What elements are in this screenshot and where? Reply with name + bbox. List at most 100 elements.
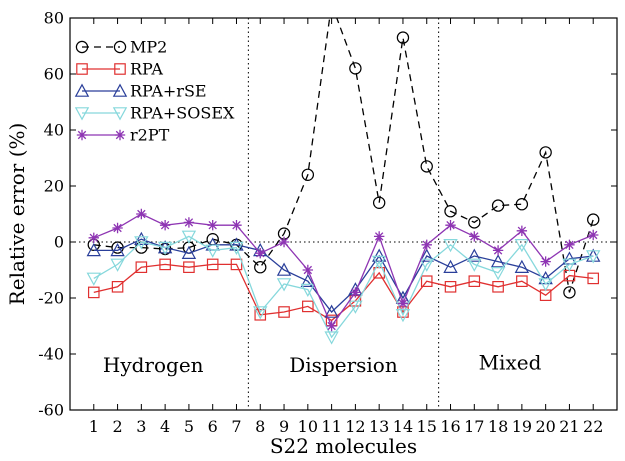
data-point-r2pt-14 — [397, 298, 409, 309]
data-point-rpa-rse-10 — [300, 273, 316, 287]
data-point-rpa-rse-19 — [514, 259, 530, 273]
y-tick-label: -60 — [38, 401, 64, 420]
data-point-rpa-sosex-13 — [371, 255, 387, 270]
data-point-rpa-19 — [516, 275, 528, 287]
data-point-mp2-11 — [326, 0, 337, 10]
legend-label: RPA — [130, 60, 163, 79]
data-point-mp2-15 — [420, 160, 433, 173]
data-point-mp2-17 — [468, 216, 481, 229]
legend-marker — [112, 107, 128, 121]
data-point-rpa-rse-5 — [181, 245, 197, 259]
data-point-r2pt-15 — [421, 239, 432, 250]
data-point-rpa-rse-22 — [586, 248, 601, 262]
data-point-rpa-18 — [492, 281, 504, 293]
data-point-rpa-sosex-10 — [300, 283, 316, 298]
region-label-hydrogen: Hydrogen — [103, 353, 204, 377]
data-point-mp2-20 — [539, 146, 552, 159]
y-tick-label: 60 — [44, 65, 64, 84]
data-point-rpa-9 — [278, 306, 290, 318]
data-point-rpa-sosex-12 — [348, 300, 363, 314]
y-tick-label: -40 — [38, 345, 64, 364]
data-point-r2pt-13 — [373, 231, 385, 242]
series-line-rpa-rse — [93, 238, 594, 313]
series-r2pt — [88, 208, 599, 332]
data-point-rpa-sosex-9 — [276, 278, 292, 292]
data-point-rpa-7 — [230, 258, 243, 271]
x-tick-label: 17 — [464, 417, 484, 436]
data-point-mp2-21 — [563, 286, 576, 299]
data-point-rpa-sosex-20 — [538, 278, 553, 292]
data-point-rpa-sosex-5 — [181, 230, 197, 244]
x-tick-label: 21 — [559, 417, 579, 436]
data-point-rpa-15 — [420, 275, 433, 287]
legend-marker — [113, 40, 127, 54]
y-tick-label: -20 — [38, 289, 64, 308]
legend-label: RPA+SOSEX — [130, 104, 235, 123]
data-point-rpa-3 — [135, 261, 148, 273]
data-point-rpa-sosex-7 — [229, 241, 244, 256]
data-point-mp2-8 — [254, 261, 267, 274]
data-point-r2pt-18 — [492, 245, 504, 256]
legend-label: r2PT — [130, 126, 170, 145]
data-point-r2pt-19 — [516, 225, 528, 236]
data-point-rpa-16 — [444, 281, 457, 293]
x-axis-title: S22 molecules — [270, 434, 417, 458]
data-point-r2pt-12 — [350, 287, 361, 298]
legend-item-r2pt: r2PT — [76, 126, 170, 145]
x-tick-label: 1 — [89, 417, 99, 436]
data-point-rpa-sosex-15 — [419, 258, 434, 272]
data-point-rpa-rse-18 — [490, 254, 506, 268]
data-point-rpa-rse-9 — [276, 262, 292, 276]
series-line-rpa — [93, 263, 594, 322]
data-point-rpa-2 — [111, 281, 124, 293]
legend-marker — [75, 40, 89, 54]
data-point-mp2-19 — [515, 197, 529, 211]
data-point-r2pt-8 — [255, 248, 266, 259]
series-layer — [86, 0, 601, 345]
x-tick-label: 6 — [208, 417, 218, 436]
series-rpa-sosex — [86, 230, 601, 345]
data-point-rpa-8 — [254, 309, 267, 321]
data-point-r2pt-4 — [159, 220, 171, 231]
legend-label: RPA+rSE — [130, 82, 207, 101]
data-point-mp2-22 — [587, 213, 600, 226]
data-point-rpa-sosex-18 — [490, 267, 506, 281]
data-point-rpa-sosex-6 — [205, 244, 220, 258]
data-point-rpa-rse-11 — [324, 304, 339, 318]
data-point-rpa-5 — [183, 261, 195, 273]
data-point-r2pt-7 — [231, 220, 242, 231]
legend-marker — [76, 129, 88, 141]
data-point-rpa-sosex-8 — [253, 306, 268, 320]
x-tick-label: 14 — [393, 417, 413, 436]
data-point-rpa-sosex-4 — [157, 241, 173, 256]
legend-item-rpa-rse: RPA+rSE — [74, 82, 207, 101]
data-point-rpa-rse-17 — [467, 248, 482, 262]
legend-item-rpa-sosex: RPA+SOSEX — [74, 104, 235, 123]
legend-marker — [76, 63, 88, 75]
data-point-rpa-rse-16 — [443, 259, 458, 273]
data-point-rpa-22 — [587, 272, 600, 285]
x-tick-label: 22 — [583, 417, 603, 436]
y-tick-label: 80 — [44, 9, 64, 28]
data-point-r2pt-20 — [540, 256, 551, 267]
data-point-rpa-sosex-19 — [514, 239, 530, 253]
x-tick-label: 16 — [440, 417, 460, 436]
x-tick-label: 19 — [512, 417, 532, 436]
data-point-mp2-16 — [444, 204, 457, 218]
x-tick-label: 11 — [321, 417, 341, 436]
x-tick-label: 3 — [136, 417, 146, 436]
data-point-rpa-4 — [159, 258, 171, 271]
x-tick-label: 5 — [184, 417, 194, 436]
data-point-r2pt-3 — [136, 208, 147, 220]
data-point-rpa-sosex-21 — [562, 258, 577, 272]
x-tick-label: 18 — [488, 417, 508, 436]
data-point-mp2-10 — [301, 168, 315, 181]
data-point-rpa-sosex-16 — [443, 239, 458, 253]
y-tick-label: 40 — [44, 121, 64, 140]
legend-marker — [112, 83, 128, 97]
data-point-rpa-rse-15 — [419, 248, 434, 262]
x-tick-label: 9 — [279, 417, 289, 436]
data-point-mp2-13 — [372, 196, 386, 209]
data-point-rpa-rse-3 — [134, 231, 149, 245]
x-tick-label: 7 — [231, 417, 241, 436]
